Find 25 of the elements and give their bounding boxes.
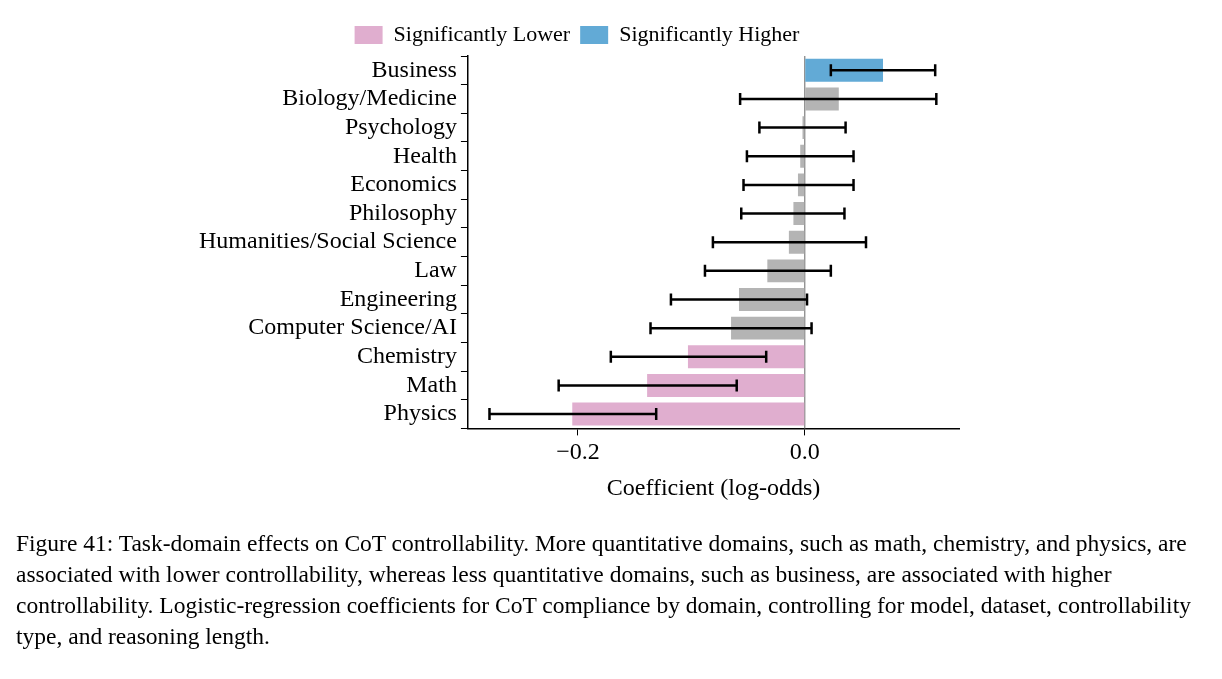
bar [767, 259, 805, 283]
legend-label: Significantly Higher [619, 20, 801, 46]
y-tick-label: Economics [350, 170, 457, 197]
y-tick-label: Engineering [339, 284, 457, 311]
bar [572, 402, 805, 426]
y-tick-label: Math [406, 370, 457, 397]
y-tick-label: Humanities/Social Science [198, 227, 457, 254]
bar [805, 58, 884, 82]
y-tick-label: Health [392, 141, 457, 168]
x-axis-title: Coefficient (log-odds) [606, 473, 821, 500]
legend-label: Significantly Lower [393, 20, 571, 46]
y-tick-label: Computer Science/AI [248, 313, 457, 340]
bar [647, 373, 805, 397]
y-tick-label: Chemistry [356, 342, 457, 369]
y-tick-label: Psychology [344, 112, 457, 139]
y-tick-label: Law [414, 256, 458, 283]
x-tick-label: −0.2 [556, 438, 600, 465]
bar [687, 345, 805, 369]
y-tick-label: Physics [383, 399, 457, 426]
y-tick-label: Philosophy [348, 198, 457, 225]
y-tick-label: Biology/Medicine [282, 84, 457, 111]
caption: Figure 41: Task-domain effects on CoT controllability. More quantitative domains, such as math, chemistry, and physics, are associated with lower controllability, whereas less quantitative domains, such as business, are associated with higher controllability. Logistic-regression coefficients for CoT compliance by domain, controlling for model, dataset, controllability type, and reasoning length. [16, 529, 1192, 651]
x-tick-label: 0.0 [789, 438, 820, 465]
y-tick-label: Business [371, 55, 457, 82]
bar [731, 316, 805, 340]
